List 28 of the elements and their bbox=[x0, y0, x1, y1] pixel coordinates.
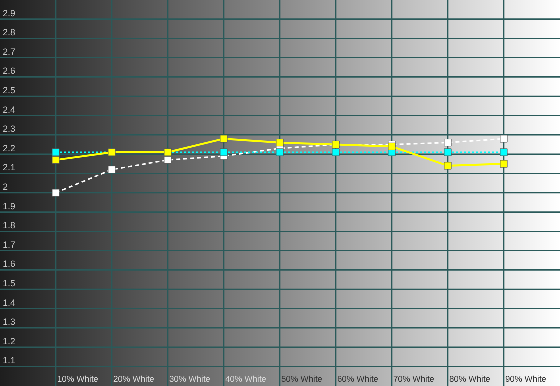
x-tick-label: 30% White bbox=[169, 374, 211, 384]
y-tick-label: 1.2 bbox=[3, 336, 16, 346]
x-tick-label: 20% White bbox=[113, 374, 155, 384]
x-tick-label: 70% White bbox=[393, 374, 435, 384]
y-tick-label: 2.8 bbox=[3, 28, 16, 38]
y-tick-label: 1.3 bbox=[3, 317, 16, 328]
x-tick-label: 60% White bbox=[337, 374, 379, 384]
y-tick-label: 1.1 bbox=[3, 356, 16, 366]
y-tick-label: 2 bbox=[3, 182, 8, 192]
y-tick-label: 2.9 bbox=[3, 8, 16, 18]
x-tick-label: 80% White bbox=[449, 374, 491, 384]
x-tick-label: 40% White bbox=[225, 374, 267, 384]
y-tick-label: 1.4 bbox=[3, 298, 16, 308]
y-tick-label: 2.3 bbox=[3, 124, 16, 134]
y-tick-label: 1.8 bbox=[3, 220, 16, 231]
y-tick-label: 2.4 bbox=[3, 104, 16, 115]
y-tick-label: 2.2 bbox=[3, 143, 16, 154]
y-tick-label: 1.6 bbox=[3, 259, 16, 270]
x-tick-label: 10% White bbox=[57, 374, 99, 384]
y-tick-label: 1.5 bbox=[3, 278, 16, 288]
x-tick-label: 50% White bbox=[281, 374, 323, 384]
y-tick-label: 2.6 bbox=[3, 66, 16, 76]
y-tick-label: 2.5 bbox=[3, 86, 16, 96]
y-tick-label: 2.1 bbox=[3, 162, 16, 173]
y-tick-label: 1.7 bbox=[3, 240, 16, 250]
y-tick-label: 1.9 bbox=[3, 201, 16, 212]
y-tick-label: 2.7 bbox=[3, 46, 16, 57]
x-tick-label: 90% White bbox=[505, 374, 547, 384]
